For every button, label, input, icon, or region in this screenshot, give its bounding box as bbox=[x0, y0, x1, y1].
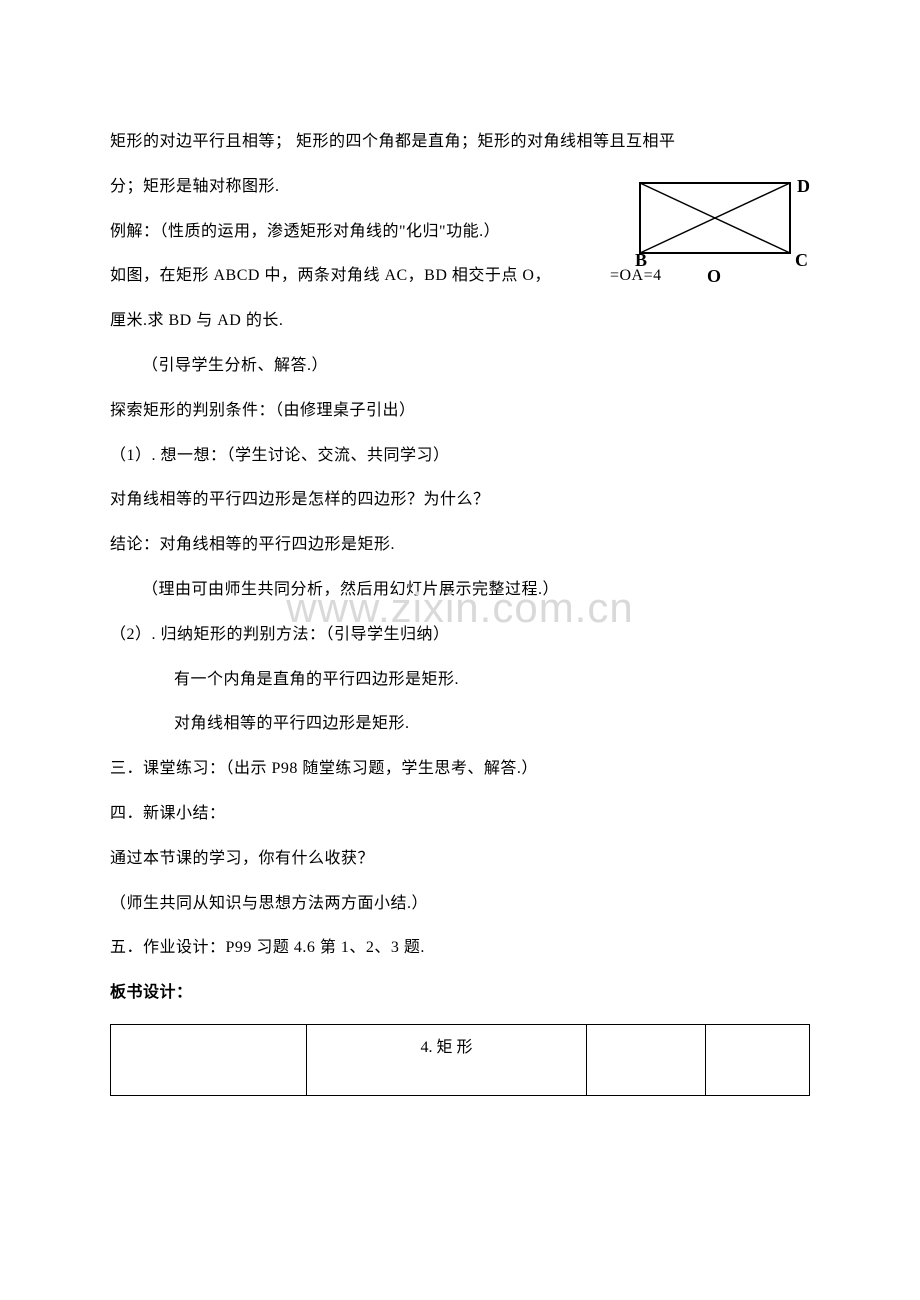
label-d: D bbox=[797, 178, 810, 196]
section-heading: 板书设计： bbox=[110, 971, 810, 1016]
paragraph-line: 三．课堂练习：（出示 P98 随堂练习题，学生思考、解答.） bbox=[110, 747, 810, 792]
paragraph-line: 探索矩形的判别条件：（由修理桌子引出） bbox=[110, 389, 810, 434]
label-b: B bbox=[635, 250, 647, 270]
paragraph-line: （2）. 归纳矩形的判别方法：（引导学生归纳） bbox=[110, 613, 810, 658]
table-cell bbox=[110, 1024, 306, 1096]
paragraph-line: 对角线相等的平行四边形是矩形. bbox=[110, 702, 810, 747]
paragraph-line: （理由可由师生共同分析，然后用幻灯片展示完整过程.） bbox=[110, 568, 810, 613]
text-fragment: 如图，在矩形 ABCD 中，两条对角线 AC，BD 相交于点 O， bbox=[110, 267, 551, 284]
label-o: O bbox=[707, 266, 721, 286]
table-cell bbox=[705, 1024, 810, 1096]
paragraph-line: 结论：对角线相等的平行四边形是矩形. bbox=[110, 523, 810, 568]
table-cell-title: 4. 矩 形 bbox=[306, 1024, 586, 1096]
paragraph-line: 对角线相等的平行四边形是怎样的四边形？为什么？ bbox=[110, 478, 810, 523]
rectangle-diagram: D B C O bbox=[635, 178, 810, 288]
paragraph-line: （1）. 想一想：（学生讨论、交流、共同学习） bbox=[110, 434, 810, 479]
paragraph-line: 矩形的对边平行且相等； 矩形的四个角都是直角；矩形的对角线相等且互相平 bbox=[110, 120, 810, 165]
board-design-table: 4. 矩 形 bbox=[110, 1024, 810, 1096]
paragraph-line: 有一个内角是直角的平行四边形是矩形. bbox=[110, 658, 810, 703]
paragraph-line: 四．新课小结： bbox=[110, 792, 810, 837]
paragraph-line: 厘米.求 BD 与 AD 的长. bbox=[110, 299, 810, 344]
paragraph-line: 五．作业设计：P99 习题 4.6 第 1、2、3 题. bbox=[110, 926, 810, 971]
table-cell bbox=[586, 1024, 705, 1096]
diagram-svg: D B C O bbox=[635, 178, 810, 288]
paragraph-line: （师生共同从知识与思想方法两方面小结.） bbox=[110, 882, 810, 927]
document-body: D B C O 矩形的对边平行且相等； 矩形的四个角都是直角；矩形的对角线相等且… bbox=[110, 120, 810, 1096]
paragraph-line: 通过本节课的学习，你有什么收获？ bbox=[110, 837, 810, 882]
paragraph-line: （引导学生分析、解答.） bbox=[110, 344, 810, 389]
label-c: C bbox=[795, 250, 808, 270]
